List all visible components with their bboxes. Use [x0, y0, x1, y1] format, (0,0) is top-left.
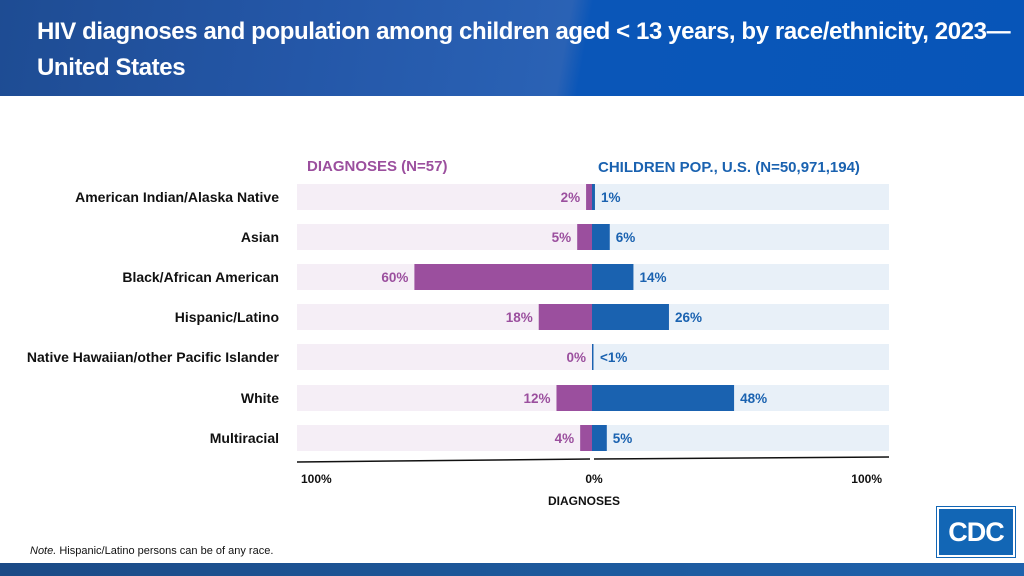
- footer-band: [0, 563, 1024, 576]
- category-label: Asian: [241, 229, 279, 245]
- bar-population: [592, 184, 595, 210]
- tick-label-center: 0%: [585, 472, 603, 486]
- data-label-diagnoses: 18%: [506, 310, 533, 325]
- note-label: Note.: [30, 545, 57, 557]
- bar-population: [592, 224, 610, 250]
- bar-background-right: [592, 224, 889, 250]
- data-label-diagnoses: 12%: [523, 391, 550, 406]
- header: HIV diagnoses and population among child…: [0, 0, 1024, 96]
- data-label-diagnoses: 2%: [561, 190, 581, 205]
- category-label: Black/African American: [122, 269, 279, 285]
- category-label: Multiracial: [210, 430, 279, 446]
- note-text: Hispanic/Latino persons can be of any ra…: [56, 545, 274, 557]
- bar-background-left: [297, 224, 592, 250]
- data-label-diagnoses: 60%: [381, 270, 408, 285]
- bar-population: [592, 385, 735, 411]
- footnote: Note. Hispanic/Latino persons can be of …: [30, 545, 273, 557]
- bar-background-left: [297, 385, 592, 411]
- data-label-population: <1%: [600, 350, 627, 365]
- category-label: White: [241, 390, 279, 406]
- data-label-diagnoses: 5%: [552, 230, 572, 245]
- data-label-population: 6%: [616, 230, 636, 245]
- axis-line-right: [593, 456, 890, 460]
- bar-background-right: [592, 184, 889, 210]
- bar-background-right: [592, 264, 889, 290]
- bar-background-left: [297, 344, 592, 370]
- bar-population: [592, 425, 607, 451]
- bar-diagnoses: [580, 425, 592, 451]
- data-label-population: 5%: [613, 431, 633, 446]
- page-title: HIV diagnoses and population among child…: [37, 18, 1011, 81]
- bar-background-left: [297, 425, 592, 451]
- data-label-diagnoses: 4%: [555, 431, 575, 446]
- cdc-logo: CDC: [936, 506, 1016, 558]
- data-label-population: 48%: [740, 391, 767, 406]
- data-label-population: 14%: [639, 270, 666, 285]
- x-axis-label: DIAGNOSES: [548, 494, 620, 508]
- category-label: Native Hawaiian/other Pacific Islander: [27, 349, 280, 365]
- bar-background-right: [592, 344, 889, 370]
- bar-diagnoses: [414, 264, 592, 290]
- bar-background-right: [592, 425, 889, 451]
- bar-diagnoses: [586, 184, 592, 210]
- bar-population: [592, 344, 594, 370]
- bar-population: [592, 304, 669, 330]
- tick-label-left: 100%: [301, 472, 332, 486]
- bar-background-left: [297, 184, 592, 210]
- tick-label-right: 100%: [851, 472, 882, 486]
- legend-diagnoses: DIAGNOSES (N=57): [307, 158, 447, 175]
- axis-line-left: [296, 458, 591, 463]
- bar-diagnoses: [538, 304, 592, 330]
- category-label: American Indian/Alaska Native: [75, 189, 279, 205]
- legend-population: CHILDREN POP., U.S. (N=50,971,194): [598, 159, 860, 176]
- data-label-population: 26%: [675, 310, 702, 325]
- data-label-diagnoses: 0%: [566, 350, 586, 365]
- bar-diagnoses: [556, 385, 592, 411]
- category-label: Hispanic/Latino: [175, 309, 279, 325]
- bar-population: [592, 264, 634, 290]
- data-label-population: 1%: [601, 190, 621, 205]
- bar-diagnoses: [577, 224, 592, 250]
